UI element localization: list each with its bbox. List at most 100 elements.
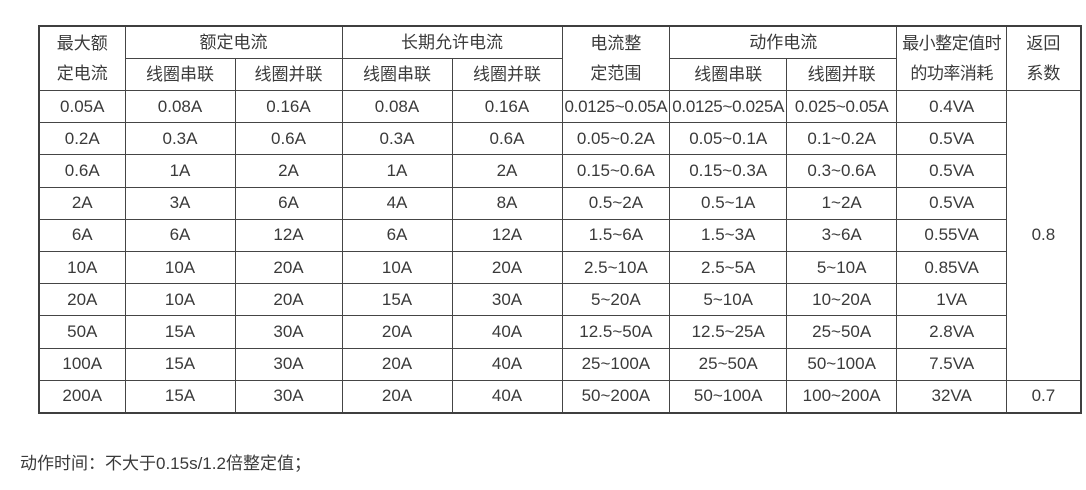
table-cell: 10A [124, 283, 236, 317]
table-cell: 2A [234, 154, 343, 188]
table-cell: 100~200A [786, 379, 898, 414]
table-cell: 15A [341, 283, 453, 317]
header-return-coefficient: 返回 系数 [1006, 25, 1082, 91]
table-cell: 5~10A [669, 283, 788, 317]
header-group-longterm-current: 长期允许电流 [341, 25, 563, 59]
header-line: 电流整 [590, 33, 642, 53]
table-cell: 200A [38, 379, 126, 414]
header-line: 最小整定值时 [902, 33, 1002, 53]
table-cell: 1A [341, 154, 453, 188]
table-cell: 12A [451, 218, 563, 252]
table-cell: 2.5~10A [561, 250, 671, 285]
table-cell: 0.08A [124, 89, 236, 124]
table-cell: 20A [38, 283, 126, 317]
table-cell: 0.5~1A [669, 186, 788, 220]
table-row: 50A 15A 30A 20A 40A 12.5~50A 12.5~25A 25~50A 2.8… [38, 315, 1081, 349]
header-power-consumption: 最小整定值时 的功率消耗 [896, 25, 1008, 91]
table-cell: 15A [124, 379, 236, 414]
subheader-rated-series: 线圈串联 [124, 58, 236, 91]
table-cell: 2A [38, 186, 126, 220]
table-cell: 2.5~5A [669, 250, 788, 285]
table-body: 0.05A 0.08A 0.16A 0.08A 0.16A 0.0125~0.05A 0.0… [38, 89, 1082, 414]
table-cell: 100A [38, 347, 126, 381]
action-time-note: 动作时间：不大于0.15s/1.2倍整定值； [20, 454, 311, 473]
table-cell: 0.0125~0.025A [669, 89, 788, 124]
table-row: 0.2A 0.3A 0.6A 0.3A 0.6A 0.05~0.2A 0.05~0.1A 0.… [38, 122, 1081, 156]
return-coefficient-cell: 0.7 [1006, 379, 1082, 414]
table-cell: 1.5~6A [561, 218, 671, 252]
table-cell: 0.05~0.2A [561, 122, 671, 156]
table-row: 0.6A 1A 2A 1A 2A 0.15~0.6A 0.15~0.3A 0.3~0.6A 0.… [38, 154, 1081, 188]
header-line: 返回 [1026, 33, 1061, 53]
table-cell: 30A [451, 283, 563, 317]
table-cell: 1VA [896, 283, 1008, 317]
table-cell: 20A [341, 347, 453, 381]
table-cell: 32VA [896, 379, 1008, 414]
table-row: 200A 15A 30A 20A 40A 50~200A 50~100A 100~200A 32… [38, 379, 1082, 414]
header-line: 最大额 [56, 33, 108, 53]
table-cell: 1~2A [786, 186, 898, 220]
table-row: 0.05A 0.08A 0.16A 0.08A 0.16A 0.0125~0.05A 0.0… [38, 89, 1082, 381]
table-cell: 0.16A [234, 89, 343, 124]
header-setting-range: 电流整 定范围 [561, 25, 671, 91]
table-cell: 25~50A [669, 347, 788, 381]
table-cell: 0.6A [451, 122, 563, 156]
table-cell: 20A [451, 250, 563, 285]
table-cell: 0.0125~0.05A [561, 89, 671, 124]
table-cell: 2.8VA [896, 315, 1008, 349]
subheader-longterm-parallel: 线圈并联 [451, 58, 563, 91]
header-line: 定电流 [56, 63, 108, 83]
relay-spec-table: 最大额 定电流 额定电流 长期允许电流 电流整 定范围 动作电流 最小整定值时 … [38, 25, 1082, 414]
table-cell: 40A [451, 315, 563, 349]
table-cell: 0.05A [38, 89, 126, 124]
table-cell: 30A [234, 347, 343, 381]
table-cell: 50A [38, 315, 126, 349]
table-cell: 10~20A [786, 283, 898, 317]
header-group-rated-current: 额定电流 [124, 25, 343, 59]
table-cell: 6A [341, 218, 453, 252]
table-cell: 0.05~0.1A [669, 122, 788, 156]
header-row-subcolumns: 线圈串联 线圈并联 线圈串联 线圈并联 线圈串联 线圈并联 [39, 58, 1081, 91]
table-cell: 50~100A [786, 347, 898, 381]
table-cell: 0.85VA [896, 250, 1008, 285]
table-cell: 7.5VA [896, 347, 1008, 381]
table-header: 最大额 定电流 额定电流 长期允许电流 电流整 定范围 动作电流 最小整定值时 … [38, 25, 1082, 91]
table-row: 10A 10A 20A 10A 20A 2.5~10A 2.5~5A 5~10A 0.85VA [38, 250, 1081, 285]
table-cell: 20A [234, 283, 343, 317]
table-cell: 0.5VA [896, 122, 1008, 156]
table-cell: 0.1~0.2A [786, 122, 898, 156]
subheader-action-parallel: 线圈并联 [786, 58, 898, 91]
table-cell: 1A [124, 154, 236, 188]
table-cell: 0.15~0.3A [669, 154, 788, 188]
table-cell: 25~100A [561, 347, 671, 381]
table-cell: 0.5VA [896, 154, 1008, 188]
table-cell: 0.025~0.05A [786, 89, 898, 124]
table-row: 20A 10A 20A 15A 30A 5~20A 5~10A 10~20A 1VA [38, 283, 1081, 317]
table-cell: 20A [234, 250, 343, 285]
table-cell: 0.15~0.6A [561, 154, 671, 188]
table-cell: 0.3A [124, 122, 236, 156]
header-group-action-current: 动作电流 [669, 25, 898, 59]
table-cell: 0.08A [341, 89, 453, 124]
table-cell: 6A [38, 218, 126, 252]
header-line: 定范围 [590, 63, 642, 83]
table-row: 6A 6A 12A 6A 12A 1.5~6A 1.5~3A 3~6A 0.55VA [38, 218, 1081, 252]
table-cell: 5~20A [561, 283, 671, 317]
table-cell: 3A [124, 186, 236, 220]
table-cell: 15A [124, 315, 236, 349]
table-cell: 0.16A [451, 89, 563, 124]
table-row: 100A 15A 30A 20A 40A 25~100A 25~50A 50~100A 7.5V… [38, 347, 1081, 381]
table-cell: 50~200A [561, 379, 671, 414]
table-cell: 40A [451, 379, 563, 414]
table-cell: 3~6A [786, 218, 898, 252]
table-row: 2A 3A 6A 4A 8A 0.5~2A 0.5~1A 1~2A 0.5VA [38, 186, 1081, 220]
table-cell: 6A [234, 186, 343, 220]
table-cell: 20A [341, 379, 453, 414]
header-line: 的功率消耗 [910, 63, 993, 83]
subheader-rated-parallel: 线圈并联 [234, 58, 343, 91]
table-cell: 15A [124, 347, 236, 381]
return-coefficient-cell: 0.8 [1006, 90, 1082, 381]
table-cell: 10A [124, 250, 236, 285]
table-cell: 0.6A [234, 122, 343, 156]
